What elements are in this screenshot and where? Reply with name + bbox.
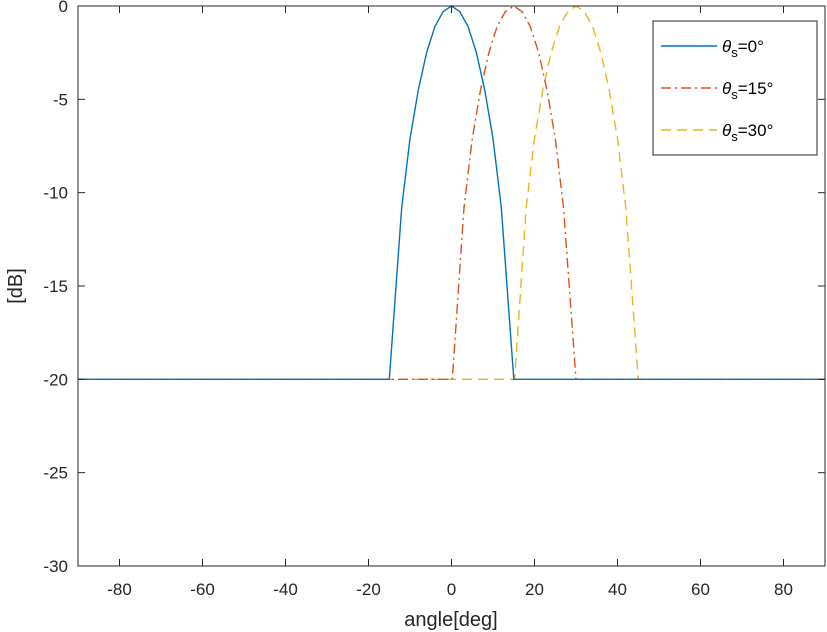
legend-label: θs=30° xyxy=(722,121,773,144)
legend-label: θs=0° xyxy=(722,37,764,60)
x-axis-label: angle[deg] xyxy=(404,609,497,631)
x-tick-label: -40 xyxy=(273,580,298,599)
y-tick-label: 0 xyxy=(59,0,68,16)
x-tick-label: 60 xyxy=(691,580,710,599)
x-tick-label: -80 xyxy=(107,580,132,599)
x-tick-label: 20 xyxy=(525,580,544,599)
y-axis-ticks: 0 -5 -10 -15 -20 -25 -30 xyxy=(43,0,825,576)
y-tick-label: -30 xyxy=(43,557,68,576)
series-line xyxy=(78,5,825,380)
legend-box xyxy=(652,20,818,156)
y-tick-label: -15 xyxy=(43,277,68,296)
y-tick-label: -25 xyxy=(43,464,68,483)
y-tick-label: -5 xyxy=(53,90,68,109)
y-tick-label: -10 xyxy=(43,184,68,203)
x-tick-label: 0 xyxy=(447,580,456,599)
legend-label: θs=15° xyxy=(722,79,773,102)
x-axis-ticks: -80 -60 -40 -20 0 20 40 60 80 xyxy=(107,6,793,599)
x-tick-label: -60 xyxy=(190,580,215,599)
x-tick-label: 40 xyxy=(608,580,627,599)
x-tick-label: -20 xyxy=(356,580,381,599)
x-tick-label: 80 xyxy=(774,580,793,599)
y-axis-label: [dB] xyxy=(5,268,27,304)
legend: θs=0° θs=15° θs=30° xyxy=(652,20,818,156)
y-tick-label: -20 xyxy=(43,370,68,389)
